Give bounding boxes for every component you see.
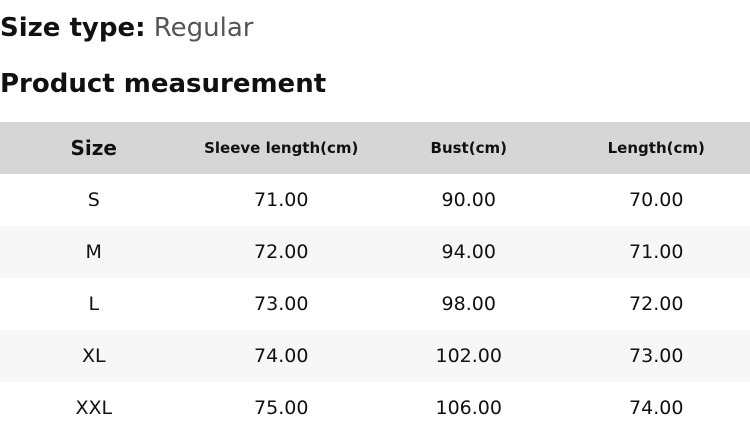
cell-length: 71.00 xyxy=(629,241,684,263)
cell-size: XXL xyxy=(75,397,113,419)
table-row: XXL 75.00 106.00 74.00 xyxy=(0,382,750,434)
cell-length: 72.00 xyxy=(629,293,684,315)
size-type-label: Size type: xyxy=(0,13,146,43)
cell-length: 73.00 xyxy=(629,345,684,367)
table-row: M 72.00 94.00 71.00 xyxy=(0,226,750,278)
table-row: L 73.00 98.00 72.00 xyxy=(0,278,750,330)
cell-bust: 90.00 xyxy=(441,189,496,211)
header-sleeve-length: Sleeve length(cm) xyxy=(204,139,359,157)
header-length: Length(cm) xyxy=(607,139,705,157)
cell-length: 70.00 xyxy=(629,189,684,211)
cell-sleeve-length: 72.00 xyxy=(254,241,309,263)
cell-sleeve-length: 75.00 xyxy=(254,397,309,419)
header-bust: Bust(cm) xyxy=(430,139,507,157)
size-type: Size type: Regular xyxy=(0,12,253,44)
cell-bust: 106.00 xyxy=(435,397,502,419)
cell-bust: 102.00 xyxy=(435,345,502,367)
table-row: XL 74.00 102.00 73.00 xyxy=(0,330,750,382)
header-size: Size xyxy=(70,136,117,160)
cell-size: M xyxy=(85,241,102,263)
cell-sleeve-length: 73.00 xyxy=(254,293,309,315)
cell-sleeve-length: 74.00 xyxy=(254,345,309,367)
size-type-value: Regular xyxy=(153,13,254,43)
section-title: Product measurement xyxy=(0,69,327,99)
table-row: S 71.00 90.00 70.00 xyxy=(0,174,750,226)
measurement-table: Size Sleeve length(cm) Bust(cm) Length(c… xyxy=(0,122,750,434)
cell-bust: 94.00 xyxy=(441,241,496,263)
cell-size: S xyxy=(87,189,100,211)
cell-length: 74.00 xyxy=(629,397,684,419)
table-header-row: Size Sleeve length(cm) Bust(cm) Length(c… xyxy=(0,122,750,174)
cell-size: L xyxy=(88,293,100,315)
cell-sleeve-length: 71.00 xyxy=(254,189,309,211)
cell-size: XL xyxy=(81,345,106,367)
cell-bust: 98.00 xyxy=(441,293,496,315)
